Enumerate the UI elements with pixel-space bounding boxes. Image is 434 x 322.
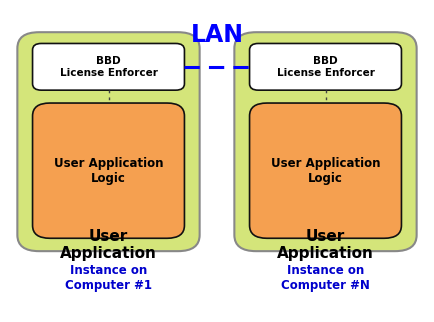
Text: Instance on
Computer #1: Instance on Computer #1 bbox=[65, 264, 152, 292]
Text: BBD
License Enforcer: BBD License Enforcer bbox=[276, 56, 375, 78]
FancyBboxPatch shape bbox=[234, 32, 417, 251]
FancyBboxPatch shape bbox=[33, 43, 184, 90]
Text: LAN: LAN bbox=[191, 23, 243, 47]
FancyBboxPatch shape bbox=[17, 32, 200, 251]
FancyBboxPatch shape bbox=[250, 43, 401, 90]
FancyBboxPatch shape bbox=[33, 103, 184, 238]
Text: Instance on
Computer #N: Instance on Computer #N bbox=[281, 264, 370, 292]
Text: BBD
License Enforcer: BBD License Enforcer bbox=[59, 56, 158, 78]
FancyBboxPatch shape bbox=[250, 103, 401, 238]
Text: User
Application: User Application bbox=[60, 229, 157, 261]
Text: User Application
Logic: User Application Logic bbox=[54, 157, 163, 185]
Text: User Application
Logic: User Application Logic bbox=[271, 157, 380, 185]
Text: User
Application: User Application bbox=[277, 229, 374, 261]
